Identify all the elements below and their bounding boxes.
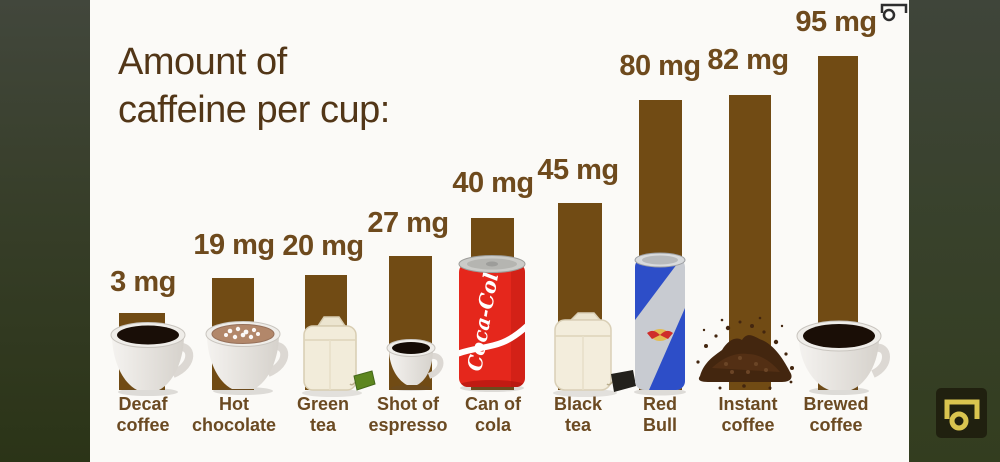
category-label-brewed-coffee: Brewed coffee [776, 394, 896, 436]
label-line1: Can of [465, 394, 521, 414]
value-label-green-tea: 20 mg [282, 230, 364, 262]
category-label-instant-coffee: Instant coffee [688, 394, 808, 436]
category-label-can-of-cola: Can of cola [433, 394, 553, 436]
category-label-decaf-coffee: Decaf coffee [83, 394, 203, 436]
label-line2: chocolate [191, 415, 277, 435]
screenshot-lens-button[interactable] [936, 388, 987, 438]
brewed-coffee-cup-icon [796, 320, 890, 395]
red-bull-can-icon [634, 252, 686, 396]
label-line1: Instant [718, 394, 778, 414]
label-line1: Red [642, 394, 677, 414]
decaf-coffee-cup-icon [110, 322, 194, 396]
label-line1: Decaf [118, 394, 168, 414]
value-label-can-of-cola: 40 mg [452, 167, 534, 199]
green-tea-bag-icon [302, 316, 376, 397]
label-line2: tea [309, 415, 336, 435]
chart-title-line1: Amount of [118, 41, 287, 83]
value-label-decaf-coffee: 3 mg [110, 266, 176, 298]
chart-title-line2: caffeine per cup: [118, 89, 390, 131]
label-line1: Hot [219, 394, 249, 414]
screenshot-lens-icon[interactable] [880, 2, 908, 24]
value-label-brewed-coffee: 95 mg [795, 6, 877, 38]
label-line2: cola [474, 415, 512, 435]
category-label-shot-of-espresso: Shot of espresso [348, 394, 468, 436]
cola-can-icon: Coca-Cola [458, 255, 526, 392]
left-green-border [0, 0, 90, 462]
chart-title: Amount of caffeine per cup: [118, 38, 390, 134]
label-line2: coffee [721, 415, 775, 435]
label-line1: Black [553, 394, 603, 414]
value-label-hot-chocolate: 19 mg [193, 229, 275, 261]
label-line2: espresso [368, 415, 448, 435]
category-label-green-tea: Green tea [263, 394, 383, 436]
value-label-shot-of-espresso: 27 mg [367, 207, 449, 239]
label-line2: coffee [116, 415, 170, 435]
coffee-grounds-pile-icon [696, 316, 794, 390]
hot-chocolate-cup-icon [205, 321, 289, 395]
label-line2: tea [564, 415, 591, 435]
label-line1: Green [296, 394, 350, 414]
screenshot-lens-button-icon [944, 399, 979, 431]
category-label-black-tea: Black tea [518, 394, 638, 436]
value-label-instant-coffee: 82 mg [707, 44, 789, 76]
label-line2: coffee [809, 415, 863, 435]
category-label-red-bull: Red Bull [600, 394, 720, 436]
category-label-hot-chocolate: Hot chocolate [174, 394, 294, 436]
black-tea-bag-icon [553, 312, 636, 397]
espresso-cup-icon [386, 339, 444, 391]
label-line2: Bull [643, 415, 677, 435]
value-label-red-bull: 80 mg [619, 50, 701, 82]
label-line1: Brewed [803, 394, 869, 414]
label-line1: Shot of [377, 394, 439, 414]
value-label-black-tea: 45 mg [537, 154, 619, 186]
right-green-border [909, 0, 1000, 462]
